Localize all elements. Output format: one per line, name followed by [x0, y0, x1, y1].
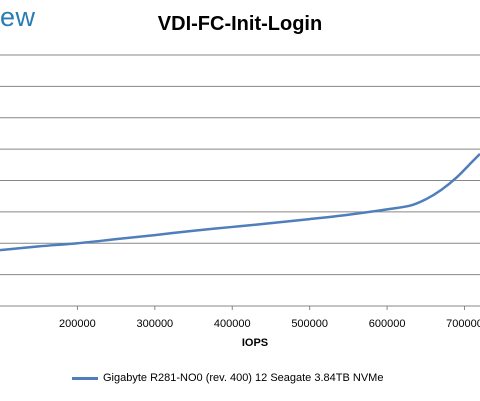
x-tick-labels: 200000 300000 400000 500000 600000 700000 [59, 306, 480, 330]
legend: Gigabyte R281-NO0 (rev. 400) 12 Seagate … [72, 372, 383, 384]
x-tick-label-3: 500000 [291, 318, 328, 330]
series-lines [0, 152, 480, 252]
x-axis-label: IOPS [241, 337, 269, 349]
x-tick-label-5: 700000 [446, 318, 480, 330]
chart-title: VDI-FC-Init-Login [157, 13, 323, 35]
grid-lines [0, 54, 480, 307]
legend-swatch [72, 376, 98, 380]
logo-fragment: ew [0, 2, 36, 32]
x-tick-label-2: 400000 [214, 318, 251, 330]
x-tick-label-4: 600000 [369, 318, 406, 330]
legend-entry: Gigabyte R281-NO0 (rev. 400) 12 Seagate … [103, 372, 384, 384]
x-tick-label-0: 200000 [59, 318, 96, 330]
x-tick-label-1: 300000 [136, 318, 173, 330]
series-line-0 [0, 152, 480, 252]
